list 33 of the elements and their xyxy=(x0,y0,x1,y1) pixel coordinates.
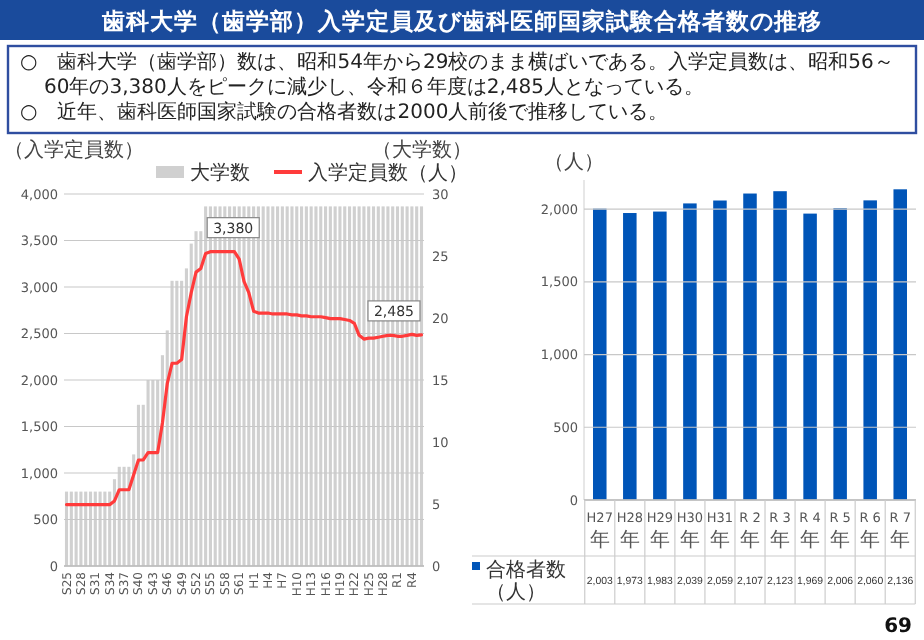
bar xyxy=(773,191,787,500)
chart-title: 歯科大学（歯学部）入学定員及び歯科医師国家試験合格者数の推移 xyxy=(100,7,822,35)
bar xyxy=(833,208,847,500)
line-series xyxy=(64,250,424,507)
text: 69 xyxy=(884,616,913,638)
text: ○ 近年、歯科医師国家試験の合格者数は2000人前後で推移している。 xyxy=(20,100,669,124)
x-tick-label: R 3 年 xyxy=(769,510,791,552)
y-axis-title: （入学定員数） xyxy=(4,138,144,162)
legend-label: 合格者数（人） xyxy=(486,558,566,604)
bar xyxy=(803,213,817,500)
x-tick-label: H29 年 xyxy=(646,510,674,552)
bar xyxy=(653,211,667,500)
x-tick-label: R 4 年 xyxy=(799,510,821,552)
y2-axis-title: （大学数） xyxy=(372,138,472,162)
legend-label: 大学数 xyxy=(190,161,250,185)
bar xyxy=(863,200,877,500)
bar xyxy=(593,208,607,500)
x-tick-label: R 7 年 xyxy=(889,510,911,552)
x-tick-label: H30 年 xyxy=(676,510,704,552)
x-tick-label: H27 年 xyxy=(586,510,613,552)
bar xyxy=(683,203,697,500)
bar xyxy=(743,193,757,500)
y-axis-title: （人） xyxy=(544,152,604,174)
bar xyxy=(623,213,637,500)
bar xyxy=(713,200,727,500)
bar xyxy=(893,189,907,500)
x-tick-label: H31 年 xyxy=(706,510,734,552)
x-tick-label: R 6 年 xyxy=(859,510,881,552)
text: ○ 歯科大学（歯学部）数は、昭和54年から29校のまま横ばいである。入学定員数は、昭和56～60年の3,380人をピークに減少し、令和６年度は2,485人となっている。 xyxy=(20,50,894,99)
legend-label: 入学定員数（人） xyxy=(308,161,468,185)
x-tick-label: R 2 年 xyxy=(739,510,761,552)
x-tick-label: H28 年 xyxy=(616,510,643,552)
x-tick-label: R 5 年 xyxy=(829,510,851,552)
